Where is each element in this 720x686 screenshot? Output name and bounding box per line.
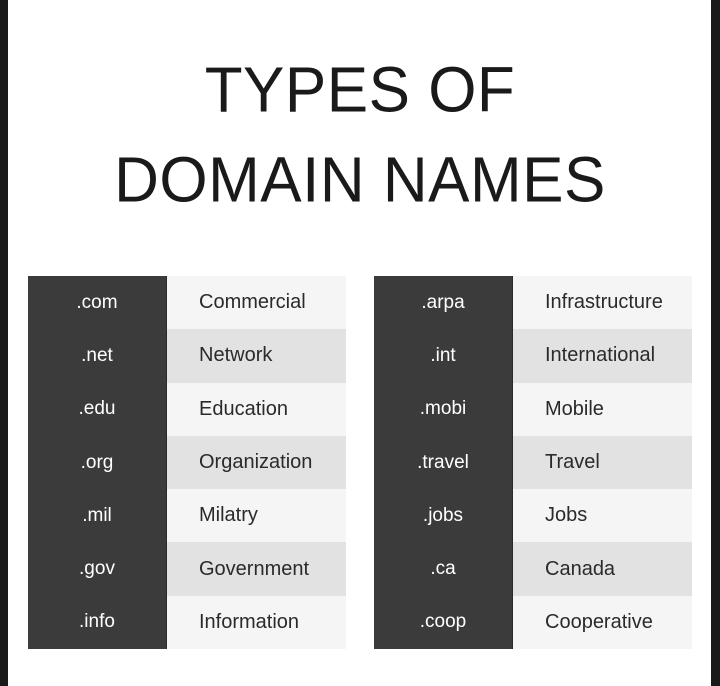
table-row: .jobs Jobs xyxy=(374,489,692,543)
table-row: .org Organization xyxy=(28,435,346,490)
table-row: .mil Milatry xyxy=(28,489,346,543)
table-row: .travel Travel xyxy=(374,435,692,490)
domain-extension: .coop xyxy=(374,595,513,650)
domain-description: Commercial xyxy=(167,276,346,330)
domain-description: Canada xyxy=(513,542,692,596)
domain-extension: .travel xyxy=(374,435,513,490)
domain-table-left: .com Commercial .net Network .edu Educat… xyxy=(28,276,346,650)
title-line-2: DOMAIN NAMES xyxy=(114,144,606,217)
table-row: .coop Cooperative xyxy=(374,595,692,650)
domain-description: Education xyxy=(167,382,346,436)
table-row: .int International xyxy=(374,329,692,383)
domain-extension: .com xyxy=(28,276,167,330)
domain-extension: .info xyxy=(28,595,167,650)
table-row: .mobi Mobile xyxy=(374,382,692,436)
domain-extension: .ca xyxy=(374,542,513,596)
domain-description: Milatry xyxy=(167,489,346,543)
domain-extension: .gov xyxy=(28,542,167,596)
domain-extension: .edu xyxy=(28,382,167,436)
domain-extension: .arpa xyxy=(374,276,513,330)
domain-description: Travel xyxy=(513,435,692,490)
domain-extension: .jobs xyxy=(374,489,513,543)
title-line-1: TYPES OF xyxy=(204,54,516,127)
domain-description: Organization xyxy=(167,435,346,490)
domain-table-right: .arpa Infrastructure .int International … xyxy=(374,276,692,650)
domain-extension: .net xyxy=(28,329,167,383)
domain-description: Jobs xyxy=(513,489,692,543)
table-row: .info Information xyxy=(28,595,346,650)
domain-description: Mobile xyxy=(513,382,692,436)
domain-extension: .int xyxy=(374,329,513,383)
table-row: .gov Government xyxy=(28,542,346,596)
table-row: .edu Education xyxy=(28,382,346,436)
domain-description: Network xyxy=(167,329,346,383)
table-row: .ca Canada xyxy=(374,542,692,596)
table-row: .arpa Infrastructure xyxy=(374,276,692,330)
table-row: .com Commercial xyxy=(28,276,346,330)
domain-description: Infrastructure xyxy=(513,276,692,330)
domain-description: International xyxy=(513,329,692,383)
domain-description: Information xyxy=(167,595,346,650)
domain-extension: .mobi xyxy=(374,382,513,436)
domain-extension: .org xyxy=(28,435,167,490)
table-row: .net Network xyxy=(28,329,346,383)
domain-description: Government xyxy=(167,542,346,596)
domain-extension: .mil xyxy=(28,489,167,543)
domain-description: Cooperative xyxy=(513,595,692,650)
